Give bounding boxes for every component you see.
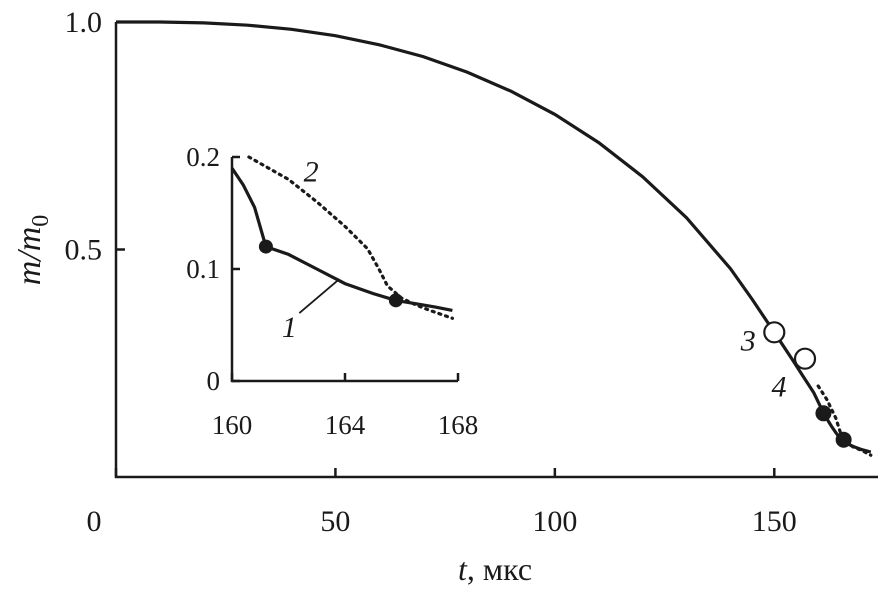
main-axis-lines <box>114 22 878 479</box>
inset-x-tick-label: 164 <box>325 410 366 440</box>
y-tick-label: 0.5 <box>65 234 103 267</box>
y-axis-label-subscript: 0 <box>28 215 54 227</box>
main-solid-curve <box>116 20 872 454</box>
marker-label-3: 3 <box>740 324 756 357</box>
inset-curve-1 <box>230 167 453 312</box>
filled-circle-marker <box>835 431 852 448</box>
main-plot-area: 34 <box>116 20 873 457</box>
inset-x-tick-label: 160 <box>212 410 253 440</box>
inset-filled-marker <box>388 293 403 308</box>
inset-series-label-1: 1 <box>282 311 297 344</box>
open-circle-marker <box>763 321 786 344</box>
x-tick-label: 50 <box>320 505 350 538</box>
inset-plot-area: 12 <box>230 155 454 344</box>
inset-y-tick-label: 0.2 <box>186 142 220 172</box>
inset-y-tick-label: 0 <box>207 366 221 396</box>
open-circle-marker <box>793 347 817 370</box>
x-axis-label: t, мкс <box>458 551 532 587</box>
y-axis-label-main: m/m <box>11 227 48 286</box>
inset-filled-marker <box>258 239 273 254</box>
x-tick-label: 0 <box>87 505 102 538</box>
inset-x-tick-label: 168 <box>438 410 479 440</box>
inset-curve-2 <box>247 155 454 320</box>
inset-series-label-2: 2 <box>304 156 319 189</box>
marker-label-4: 4 <box>772 371 787 404</box>
y-axis-label: m/m0 <box>11 215 54 286</box>
x-tick-label: 100 <box>532 505 577 538</box>
main-axes: 0 50 100 150 0.5 1.0 <box>65 6 878 538</box>
x-tick-label: 150 <box>752 505 797 538</box>
x-axis-label-unit: , мкс <box>467 551 532 587</box>
inset-axis-lines <box>230 157 458 383</box>
y-tick-label: 1.0 <box>65 6 103 39</box>
inset-y-tick-label: 0.1 <box>186 254 220 284</box>
filled-circle-marker <box>815 405 832 422</box>
inset-axes: 160 164 168 0 0.1 0.2 <box>186 142 478 440</box>
x-axis-label-variable: t <box>458 551 468 587</box>
inset-label-1-leader <box>298 278 340 314</box>
